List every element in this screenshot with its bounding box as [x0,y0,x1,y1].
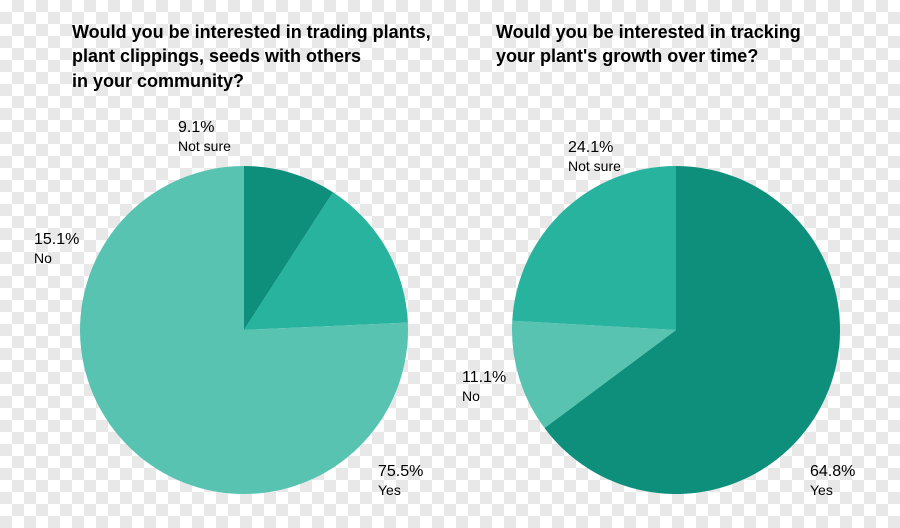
slice-name: No [462,388,506,406]
slice-name: Not sure [568,158,621,176]
slice-pct: 64.8% [810,462,855,482]
slice-pct: 11.1% [462,368,506,388]
pie-slice-not-sure [512,166,676,330]
slice-label-yes: 64.8% Yes [810,462,855,500]
slice-label-notsure: 24.1% Not sure [568,138,621,176]
slice-pct: 24.1% [568,138,621,158]
slice-name: Yes [810,482,855,500]
pie-chart-tracking [0,0,900,528]
slice-label-no: 11.1% No [462,368,506,406]
